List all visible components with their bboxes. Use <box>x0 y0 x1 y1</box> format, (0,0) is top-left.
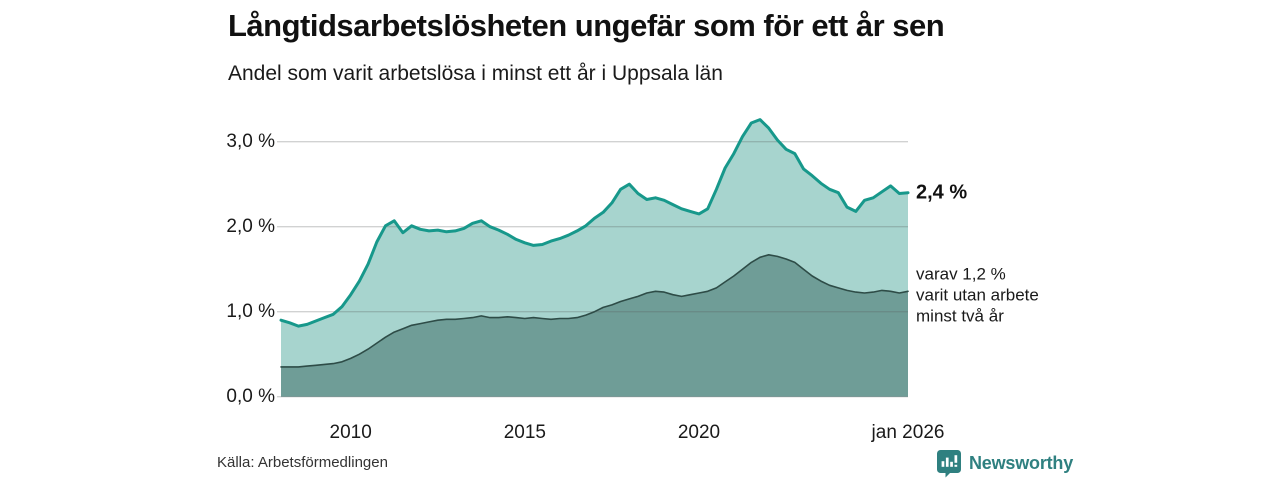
secondary-end-label-line: varit utan arbete <box>916 285 1039 305</box>
y-tick-label: 0,0 % <box>226 385 275 407</box>
y-tick-label: 1,0 % <box>226 300 275 322</box>
secondary-end-label-line: minst två år <box>916 306 1004 326</box>
x-tick-label: 2020 <box>677 422 721 443</box>
newsworthy-brand-text: Newsworthy <box>969 453 1074 473</box>
secondary-end-label: varav 1,2 % varit utan arbete minst två … <box>916 263 1039 326</box>
chart-title: Långtidsarbetslösheten ungefär som för e… <box>228 8 945 43</box>
y-tick-label: 2,0 % <box>226 215 275 237</box>
chart-subtitle: Andel som varit arbetslösa i minst ett å… <box>228 62 723 85</box>
secondary-end-label-line: varav 1,2 % <box>916 264 1006 284</box>
source-note: Källa: Arbetsförmedlingen <box>217 454 388 471</box>
x-tick-label: jan 2026 <box>871 422 945 443</box>
newsworthy-brand: Newsworthy <box>936 449 1073 478</box>
x-tick-label: 2010 <box>329 422 372 443</box>
x-tick-label: 2015 <box>503 422 546 443</box>
y-tick-label: 3,0 % <box>226 130 275 152</box>
end-value-label: 2,4 % <box>916 181 968 204</box>
newsworthy-logo-icon <box>937 450 961 478</box>
